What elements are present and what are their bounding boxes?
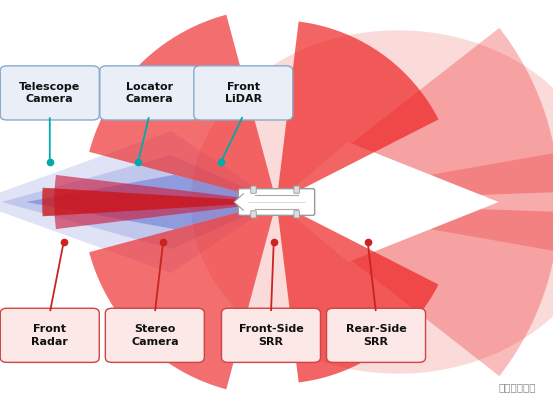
FancyBboxPatch shape — [0, 66, 100, 120]
Polygon shape — [276, 142, 499, 262]
FancyBboxPatch shape — [194, 66, 293, 120]
Polygon shape — [0, 131, 276, 273]
FancyBboxPatch shape — [221, 308, 320, 362]
FancyBboxPatch shape — [105, 308, 204, 362]
FancyBboxPatch shape — [100, 66, 199, 120]
FancyBboxPatch shape — [294, 211, 299, 218]
Polygon shape — [276, 21, 439, 202]
FancyBboxPatch shape — [294, 186, 299, 193]
FancyBboxPatch shape — [251, 211, 256, 218]
Text: Telescope
Camera: Telescope Camera — [19, 82, 80, 104]
Text: Front
Radar: Front Radar — [32, 324, 68, 347]
Polygon shape — [276, 202, 439, 383]
Polygon shape — [42, 188, 276, 216]
Text: Front
LiDAR: Front LiDAR — [225, 82, 262, 104]
FancyBboxPatch shape — [251, 186, 256, 193]
FancyBboxPatch shape — [238, 189, 315, 215]
Polygon shape — [276, 202, 553, 376]
FancyBboxPatch shape — [326, 308, 426, 362]
Polygon shape — [89, 202, 276, 389]
Text: Stereo
Camera: Stereo Camera — [131, 324, 179, 347]
Ellipse shape — [191, 30, 553, 374]
Polygon shape — [276, 28, 553, 202]
Polygon shape — [89, 15, 276, 202]
Text: 汽车电子设计: 汽车电子设计 — [499, 382, 536, 392]
Polygon shape — [276, 153, 553, 251]
Polygon shape — [54, 175, 276, 229]
Polygon shape — [234, 194, 243, 210]
Polygon shape — [2, 155, 276, 249]
Text: Front-Side
SRR: Front-Side SRR — [238, 324, 304, 347]
Polygon shape — [26, 175, 276, 229]
Text: Locator
Camera: Locator Camera — [126, 82, 173, 104]
FancyBboxPatch shape — [0, 308, 100, 362]
Text: Rear-Side
SRR: Rear-Side SRR — [346, 324, 406, 347]
